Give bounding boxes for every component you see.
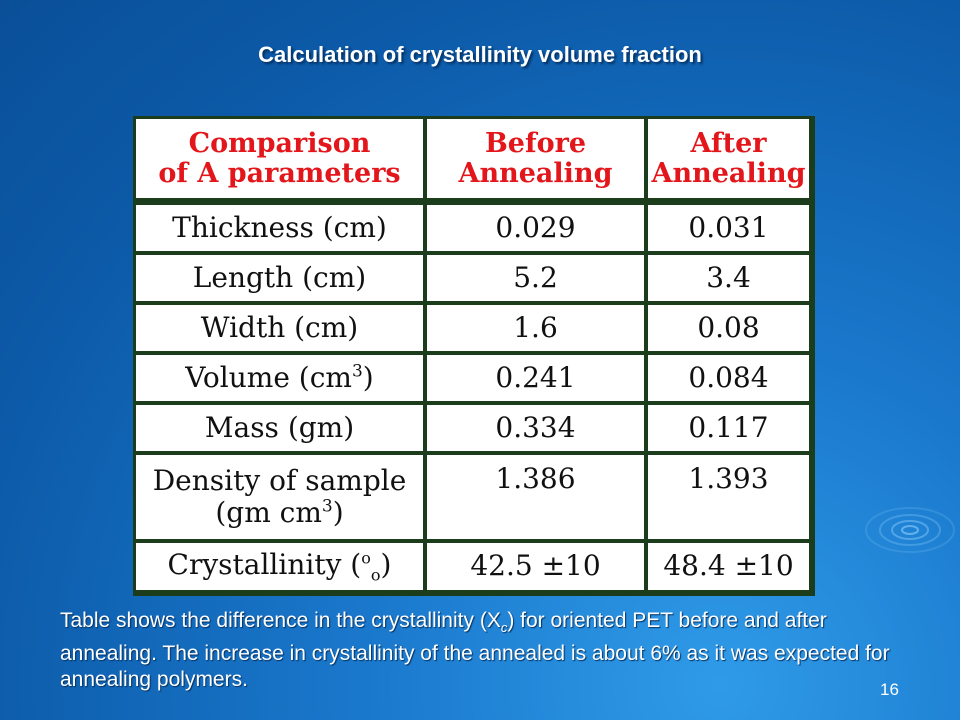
- row-density-before: 1.386: [427, 455, 644, 539]
- row-width-param: Width (cm): [136, 305, 423, 351]
- comparison-table: Comparison of A parameters Before Anneal…: [133, 116, 815, 596]
- row-density-unit: (gm cm: [215, 496, 322, 529]
- row-mass-after: 0.117: [648, 405, 809, 451]
- caption-part2: ) for oriented PET before and after anne…: [60, 609, 890, 692]
- row-density-superscript: 3: [321, 496, 333, 517]
- row-length-after: 3.4: [648, 255, 809, 301]
- row-width-before: 1.6: [427, 305, 644, 351]
- row-volume-after: 0.084: [648, 355, 809, 401]
- header-before-line1: Before: [484, 127, 587, 159]
- row-crystallinity-close: ): [380, 547, 392, 581]
- row-thickness-after: 0.031: [648, 205, 809, 251]
- header-after: After Annealing: [648, 119, 809, 198]
- header-after-line2: Annealing: [651, 157, 806, 189]
- row-width-after: 0.08: [648, 305, 809, 351]
- row-volume-param-text: Volume (cm3): [185, 360, 374, 394]
- page-number: 16: [880, 680, 899, 699]
- caption-part1: Table shows the difference in the crysta…: [60, 609, 501, 632]
- row-crystallinity-text: Crystallinity (oo): [167, 547, 392, 585]
- row-length-param: Length (cm): [136, 255, 423, 301]
- row-crystallinity-after: 48.4 ±10: [648, 543, 809, 590]
- row-volume-close: ): [362, 360, 374, 394]
- header-parameter-line2: of A parameters: [158, 157, 401, 189]
- row-volume-label: Volume (cm: [185, 360, 352, 394]
- slide-title: Calculation of crystallinity volume frac…: [258, 42, 702, 67]
- row-thickness-before: 0.029: [427, 205, 644, 251]
- caption-text: Table shows the difference in the crysta…: [60, 608, 920, 693]
- row-density-close: ): [332, 496, 344, 529]
- row-density-after: 1.393: [648, 455, 809, 539]
- header-before-line2: Annealing: [458, 157, 613, 189]
- row-density-param: Density of sample (gm cm3): [136, 455, 423, 539]
- row-crystallinity-before: 42.5 ±10: [427, 543, 644, 590]
- caption-subscript: c: [500, 620, 508, 636]
- row-mass-param: Mass (gm): [136, 405, 423, 451]
- row-mass-before: 0.334: [427, 405, 644, 451]
- row-length-before: 5.2: [427, 255, 644, 301]
- row-volume-before: 0.241: [427, 355, 644, 401]
- row-crystallinity-param: Crystallinity (oo): [136, 543, 423, 590]
- row-volume-param: Volume (cm3): [136, 355, 423, 401]
- row-crystallinity-percent-top: o: [361, 548, 371, 568]
- row-density-line1: Density of sample: [152, 463, 407, 497]
- water-ripple-icon: [865, 507, 955, 553]
- header-before: Before Annealing: [427, 119, 644, 198]
- row-density-line2: (gm cm3): [215, 496, 344, 529]
- header-parameter-line1: Comparison: [188, 127, 371, 159]
- header-parameter: Comparison of A parameters: [136, 119, 423, 198]
- row-crystallinity-percent-bottom: o: [370, 565, 381, 585]
- header-after-line1: After: [690, 127, 767, 159]
- row-crystallinity-label: Crystallinity (: [167, 547, 362, 581]
- row-thickness-param: Thickness (cm): [136, 205, 423, 251]
- row-volume-superscript: 3: [351, 361, 363, 382]
